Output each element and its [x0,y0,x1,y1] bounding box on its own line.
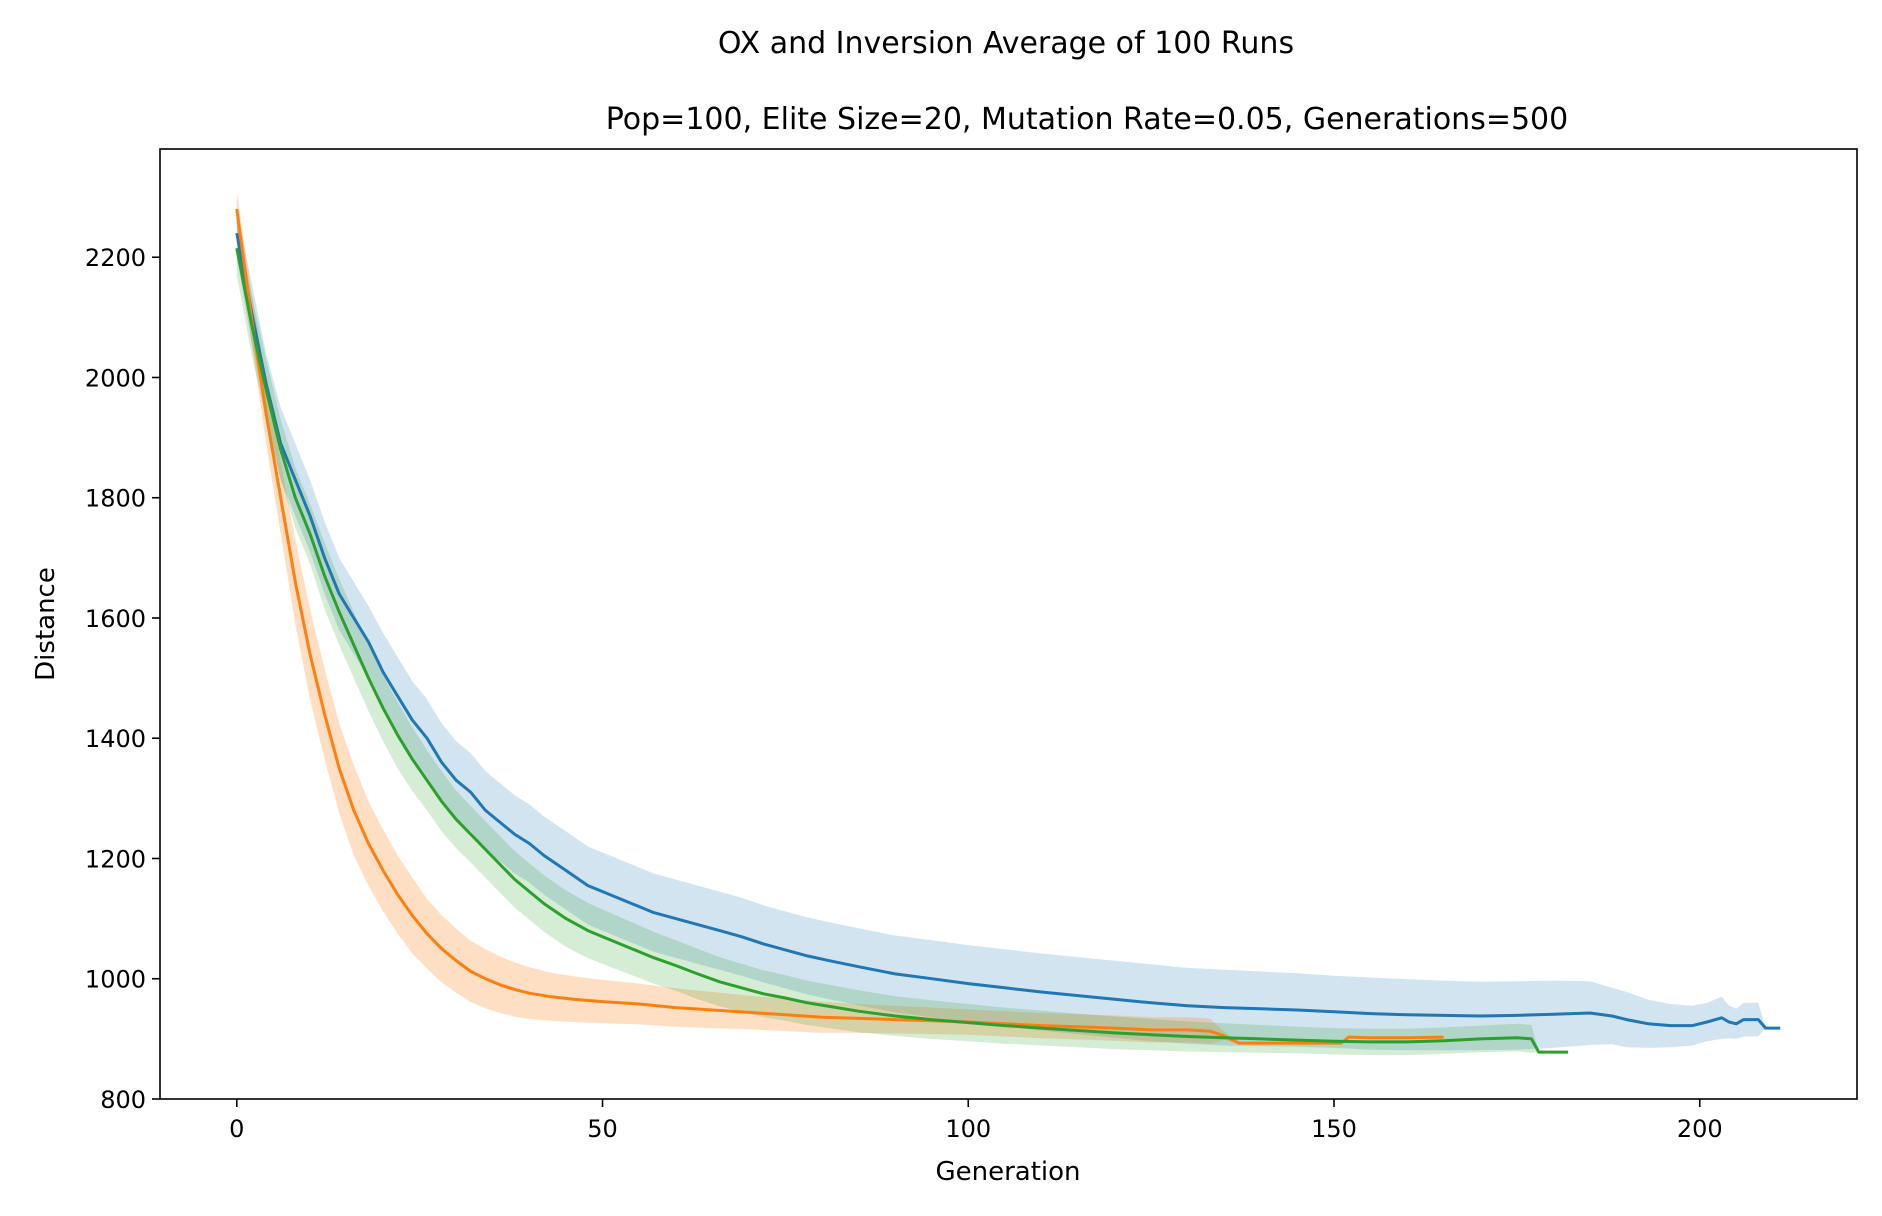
series-1-line [235,232,1781,1030]
y-tick-label: 1200 [85,845,146,873]
y-tick-label: 2200 [85,244,146,272]
x-tick-label: 100 [945,1115,991,1143]
x-tick-label: 200 [1677,1115,1723,1143]
x-tick-label: 150 [1311,1115,1357,1143]
y-tick-label: 1800 [85,485,146,513]
y-axis-ticks: 800 1000 1200 1400 1600 1800 2000 2200 [85,244,160,1114]
y-tick-label: 1600 [85,605,146,633]
plot-area-frame [159,148,1858,1100]
series-lines [235,208,1781,1054]
chart-title: Pop=100, Elite Size=20, Mutation Rate=0.… [606,102,1568,137]
y-tick-label: 1000 [85,966,146,994]
series-3-line [235,247,1569,1054]
x-axis-ticks: 0 50 100 150 200 [229,1099,1723,1143]
series-2-line [235,208,1444,1045]
y-tick-label: 800 [100,1086,146,1114]
x-tick-label: 50 [587,1115,618,1143]
x-tick-label: 0 [229,1115,244,1143]
chart-suptitle: OX and Inversion Average of 100 Runs [718,26,1294,61]
y-tick-label: 2000 [85,364,146,392]
x-axis-label: Generation [935,1157,1080,1187]
y-tick-label: 1400 [85,725,146,753]
y-axis-label: Distance [31,567,61,681]
